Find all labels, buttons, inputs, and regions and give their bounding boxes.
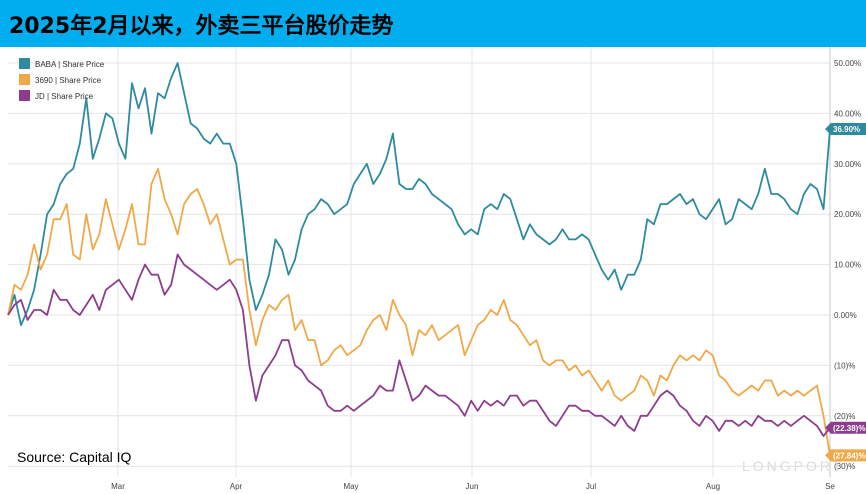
end-value-tag xyxy=(825,123,866,136)
legend-label: JD | Share Price xyxy=(35,92,94,101)
legend: BABA | Share Price 3690 | Share Price JD |… xyxy=(19,58,105,101)
source-note: Source: Capital IQ xyxy=(17,449,132,465)
grid-layer xyxy=(8,47,831,477)
y-tick-label: 20.00% xyxy=(834,210,861,219)
end-value-tag xyxy=(825,421,866,434)
end-labels: 36.90% (27.84)% (22.38)% xyxy=(825,123,866,462)
y-tick-label: 0.00% xyxy=(834,311,857,320)
y-tick-label: (10)% xyxy=(834,361,855,370)
y-tick-label: 50.00% xyxy=(834,59,861,68)
series-line xyxy=(7,62,831,327)
legend-swatch xyxy=(19,58,30,69)
chart-background xyxy=(0,47,866,494)
x-tick-label: Mar xyxy=(111,482,125,491)
y-tick-label: (30)% xyxy=(834,462,855,471)
y-tick-label: 40.00% xyxy=(834,109,861,118)
end-value-label: (27.84)% xyxy=(833,451,865,460)
axis-layer: 50.00% 40.00% 30.00% 20.00% 10.00% 0.00% (10)%… xyxy=(111,47,861,491)
y-tick-label: 30.00% xyxy=(834,160,861,169)
y-tick-label: (20)% xyxy=(834,412,855,421)
legend-label: BABA | Share Price xyxy=(35,60,105,69)
end-value-label: 36.90% xyxy=(833,125,860,134)
series-layer xyxy=(7,62,831,456)
stock-chart: 50.00% 40.00% 30.00% 20.00% 10.00% 0.00% (10)%… xyxy=(0,47,866,494)
x-tick-label: Aug xyxy=(706,482,720,491)
chart-title: 2025年2月以来，外卖三平台股价走势 xyxy=(9,14,394,39)
end-value-label: (22.38)% xyxy=(833,424,865,433)
legend-swatch xyxy=(19,90,30,101)
x-tick-label: Apr xyxy=(230,482,243,491)
legend-swatch xyxy=(19,74,30,85)
x-tick-label: Se xyxy=(825,482,835,491)
series-line xyxy=(7,167,831,456)
series-line xyxy=(7,253,831,437)
end-value-tag xyxy=(825,449,866,462)
watermark: LONGPORT xyxy=(742,458,845,474)
x-tick-label: Jul xyxy=(586,482,596,491)
title-bar: 2025年2月以来，外卖三平台股价走势 xyxy=(0,0,866,47)
x-tick-label: Jun xyxy=(466,482,479,491)
legend-label: 3690 | Share Price xyxy=(35,76,102,85)
y-tick-label: 10.00% xyxy=(834,261,861,270)
x-tick-label: May xyxy=(343,482,358,491)
